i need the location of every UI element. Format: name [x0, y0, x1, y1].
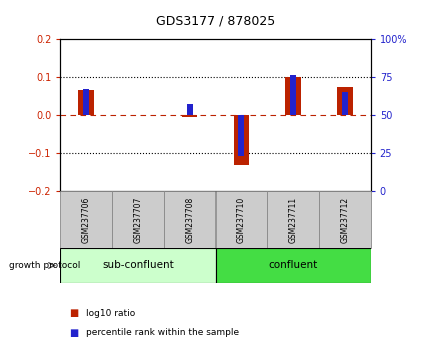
Bar: [267, 191, 318, 248]
Bar: [318, 191, 370, 248]
Bar: [181, 115, 197, 117]
Text: GSM237711: GSM237711: [288, 196, 297, 242]
Bar: [78, 90, 94, 115]
Bar: [83, 89, 89, 115]
Bar: [289, 75, 295, 115]
Bar: [215, 248, 370, 283]
Text: growth protocol: growth protocol: [9, 261, 80, 270]
Text: GSM237708: GSM237708: [185, 196, 194, 242]
Bar: [163, 191, 215, 248]
Text: ■: ■: [69, 328, 78, 338]
Bar: [215, 191, 267, 248]
Text: GSM237712: GSM237712: [340, 196, 348, 242]
Bar: [60, 191, 112, 248]
Text: percentile rank within the sample: percentile rank within the sample: [86, 328, 239, 337]
Text: GSM237706: GSM237706: [82, 196, 90, 243]
Text: log10 ratio: log10 ratio: [86, 309, 135, 318]
Bar: [186, 104, 192, 115]
Bar: [336, 86, 352, 115]
Bar: [112, 191, 163, 248]
Bar: [60, 248, 215, 283]
Text: GSM237710: GSM237710: [237, 196, 245, 242]
Text: GDS3177 / 878025: GDS3177 / 878025: [156, 14, 274, 27]
Bar: [285, 77, 300, 115]
Bar: [341, 92, 347, 115]
Text: ■: ■: [69, 308, 78, 318]
Text: GSM237707: GSM237707: [133, 196, 142, 243]
Text: sub-confluent: sub-confluent: [102, 261, 173, 270]
Bar: [233, 115, 249, 165]
Text: confluent: confluent: [268, 261, 317, 270]
Bar: [238, 115, 244, 156]
